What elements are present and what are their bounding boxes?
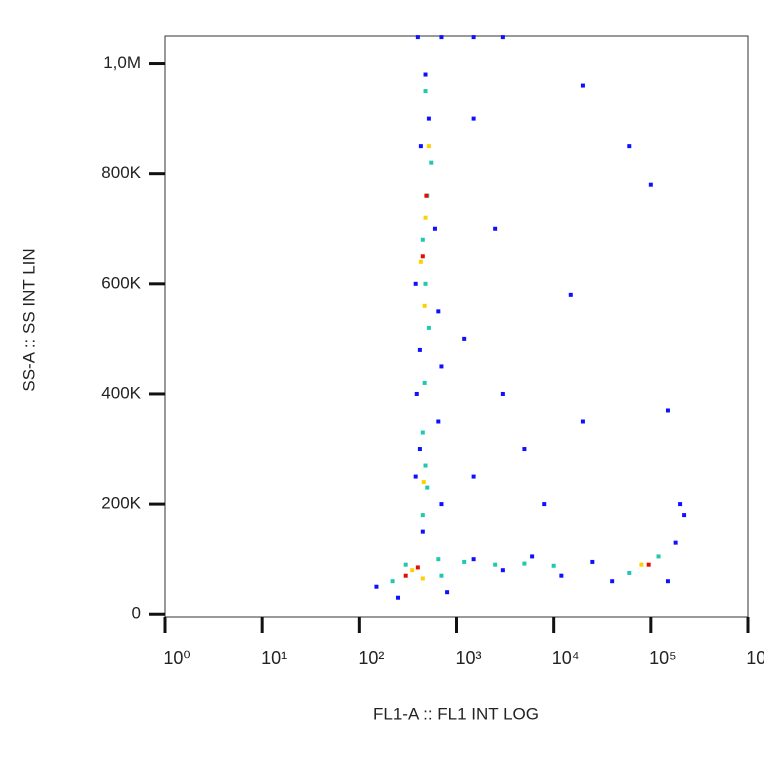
point: [423, 72, 428, 77]
y-tick-label: 600K: [101, 273, 141, 292]
x-tick-label: 10²: [358, 648, 384, 668]
point: [568, 292, 573, 297]
point: [439, 364, 444, 369]
point: [420, 529, 425, 534]
point: [500, 568, 505, 573]
point: [423, 281, 428, 286]
point: [522, 447, 527, 452]
plot-frame: [164, 35, 749, 618]
point: [656, 554, 661, 559]
point: [418, 259, 423, 264]
x-axis-label: FL1-A :: FL1 INT LOG: [373, 704, 539, 723]
point: [426, 144, 431, 149]
x-tick-label: 10⁰: [163, 648, 190, 668]
point: [500, 35, 505, 40]
point: [439, 502, 444, 507]
point: [627, 144, 632, 149]
point: [426, 116, 431, 121]
point: [420, 576, 425, 581]
y-tick-label: 800K: [101, 163, 141, 182]
point: [471, 116, 476, 121]
point: [445, 590, 450, 595]
point: [648, 182, 653, 187]
point: [432, 226, 437, 231]
x-tick-label: 10⁶: [746, 648, 764, 668]
point: [417, 347, 422, 352]
point: [646, 562, 651, 567]
y-tick-label: 0: [132, 604, 141, 623]
point: [418, 144, 423, 149]
point: [627, 570, 632, 575]
point: [493, 562, 498, 567]
point: [423, 215, 428, 220]
point: [436, 419, 441, 424]
point: [420, 430, 425, 435]
point: [678, 502, 683, 507]
point: [422, 303, 427, 308]
point: [439, 573, 444, 578]
point: [420, 513, 425, 518]
point: [522, 561, 527, 566]
point: [542, 502, 547, 507]
point: [420, 254, 425, 259]
point: [673, 540, 678, 545]
x-tick-label: 10⁴: [552, 648, 580, 668]
point: [421, 480, 426, 485]
point: [530, 554, 535, 559]
point: [423, 463, 428, 468]
y-axis-label: SS-A :: SS INT LIN: [19, 248, 38, 391]
point: [413, 474, 418, 479]
point: [436, 309, 441, 314]
point: [374, 584, 379, 589]
point: [422, 380, 427, 385]
point: [420, 237, 425, 242]
point: [559, 573, 564, 578]
point: [610, 579, 615, 584]
point: [500, 391, 505, 396]
x-tick-label: 10⁵: [649, 648, 676, 668]
point: [424, 193, 429, 198]
point: [403, 562, 408, 567]
point: [665, 579, 670, 584]
point: [403, 573, 408, 578]
point: [426, 325, 431, 330]
point: [417, 447, 422, 452]
point: [390, 579, 395, 584]
x-tick-label: 10³: [455, 648, 481, 668]
point: [682, 513, 687, 518]
point: [415, 35, 420, 40]
point: [462, 559, 467, 564]
point: [471, 474, 476, 479]
point: [590, 559, 595, 564]
point: [415, 565, 420, 570]
point: [462, 336, 467, 341]
point: [580, 83, 585, 88]
point: [580, 419, 585, 424]
y-tick-label: 400K: [101, 383, 141, 402]
point: [639, 562, 644, 567]
point: [423, 89, 428, 94]
point: [471, 35, 476, 40]
point: [413, 281, 418, 286]
point: [429, 160, 434, 165]
point: [436, 557, 441, 562]
point: [493, 226, 498, 231]
point: [425, 485, 430, 490]
x-tick-label: 10¹: [261, 648, 287, 668]
point: [439, 35, 444, 40]
point: [410, 568, 415, 573]
point: [665, 408, 670, 413]
y-tick-label: 200K: [101, 494, 141, 513]
y-tick-label: 1,0M: [103, 53, 141, 72]
point: [395, 595, 400, 600]
point: [471, 557, 476, 562]
point: [414, 391, 419, 396]
point: [551, 563, 556, 568]
